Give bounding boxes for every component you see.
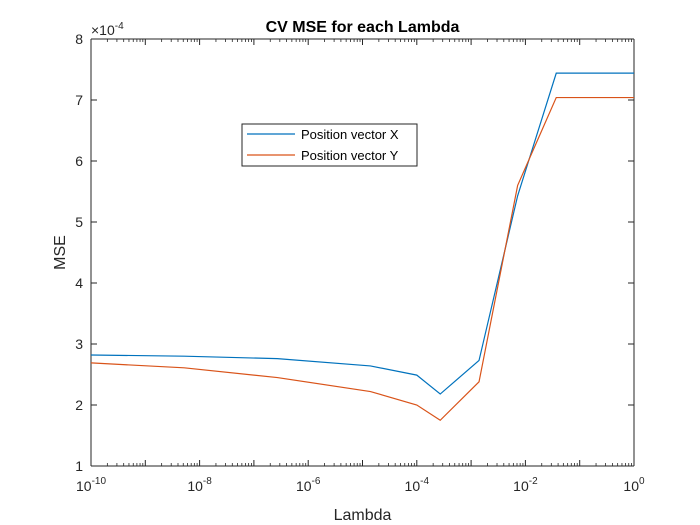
x-axis-label: Lambda (334, 507, 392, 524)
x-tick-label: 10-8 (187, 476, 212, 494)
x-tick-label: 10-2 (513, 476, 538, 494)
y-tick-label: 7 (75, 92, 83, 108)
x-tick-label: 10-6 (296, 476, 321, 494)
x-tick-label-exp: -8 (203, 476, 212, 487)
x-tick-label-exp: -2 (529, 476, 538, 487)
x-tick-label-exp: -4 (420, 476, 429, 487)
x-tick-label-exp: -10 (92, 476, 107, 487)
series-line-position-x (90, 72, 634, 395)
x-tick-label-base: 10 (513, 478, 529, 494)
legend-label-y: Position vector Y (301, 148, 399, 163)
legend-label-x: Position vector X (301, 127, 399, 142)
x-tick-label-base: 10 (296, 478, 312, 494)
y-tick-label: 2 (75, 397, 83, 413)
x-tick-label-base: 10 (187, 478, 203, 494)
series-lines (90, 72, 634, 422)
y-tick-label: 4 (75, 275, 83, 291)
x-tick-label-exp: 0 (639, 476, 645, 487)
y-tick-label: 3 (75, 336, 83, 352)
x-tick-labels: 10-10 10-8 10-6 10-4 10-2 100 (76, 476, 645, 494)
x-tick-label: 100 (623, 476, 645, 494)
y-multiplier: ×10-4 (91, 21, 124, 38)
plot-area (91, 39, 634, 466)
legend-box (241, 123, 418, 167)
y-multiplier-base: ×10 (91, 22, 115, 38)
y-tick-labels: 1 2 3 4 5 6 7 8 (75, 31, 83, 474)
y-tick-label: 6 (75, 153, 83, 169)
chart-title: CV MSE for each Lambda (266, 19, 460, 36)
y-tick-label: 5 (75, 214, 83, 230)
y-axis-label: MSE (52, 235, 69, 270)
y-tick-label: 1 (75, 458, 83, 474)
series-line-position-y (90, 96, 634, 422)
x-tick-label-base: 10 (623, 478, 639, 494)
x-tick-label-base: 10 (76, 478, 92, 494)
y-tick-label: 8 (75, 31, 83, 47)
x-tick-label-exp: -6 (312, 476, 321, 487)
x-tick-label-base: 10 (405, 478, 421, 494)
x-tick-label: 10-10 (76, 476, 106, 494)
ticks (90, 38, 635, 467)
legend[interactable]: Position vector X Position vector Y (241, 123, 418, 167)
x-tick-label: 10-4 (405, 476, 430, 494)
y-multiplier-exp: -4 (115, 21, 124, 32)
